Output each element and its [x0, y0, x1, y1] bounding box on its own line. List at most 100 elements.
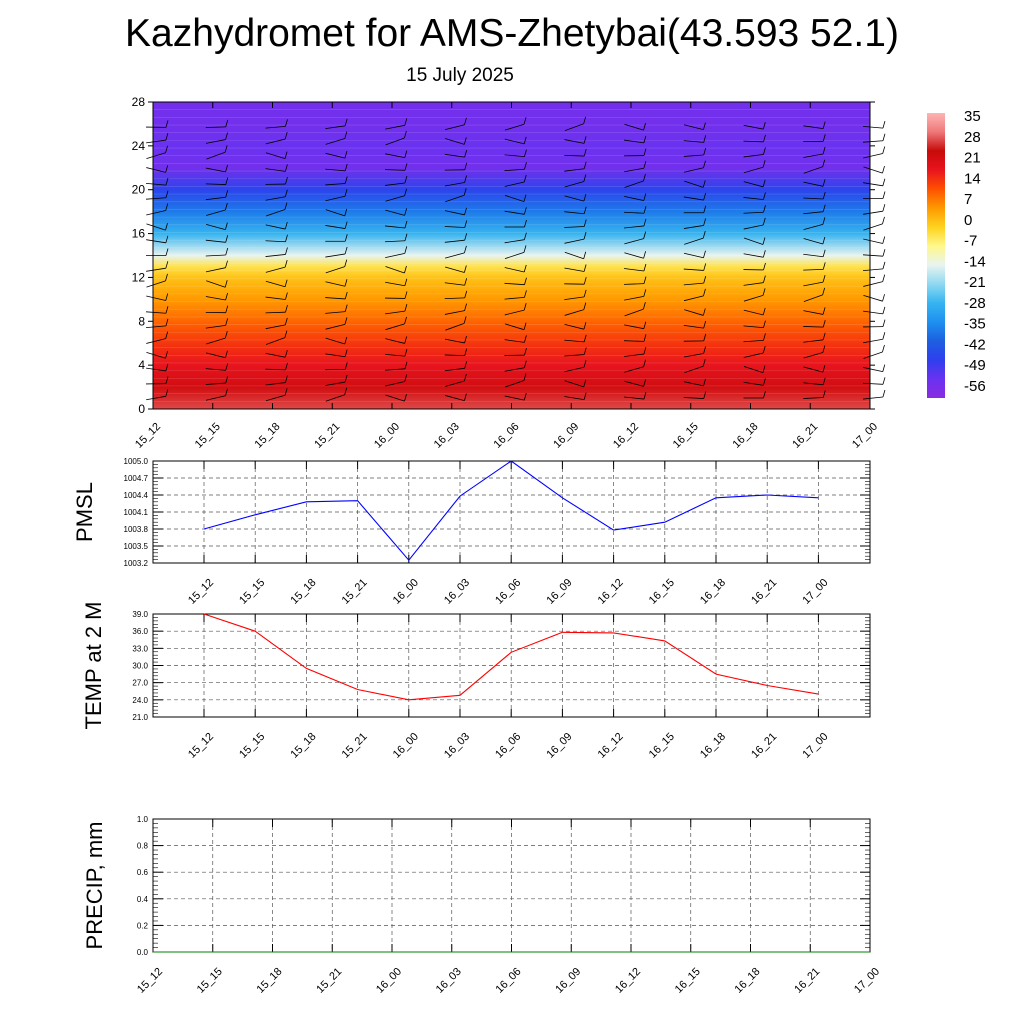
wind-barb-flag [762, 288, 766, 296]
x-tick-label: 16_06 [492, 421, 522, 451]
wind-barb [325, 311, 346, 314]
wind-barb-flag [703, 135, 707, 143]
wind-barb-flag [583, 116, 587, 124]
wind-barb [564, 154, 585, 157]
wind-barb [205, 224, 226, 230]
wind-barb-flag [583, 219, 587, 227]
wind-barb [803, 326, 824, 328]
wind-barb [445, 380, 465, 387]
wind-barb [444, 239, 465, 243]
wind-barb-flag [463, 265, 467, 273]
wind-barb [384, 240, 406, 243]
wind-barb [325, 394, 345, 402]
wind-barb [564, 181, 584, 188]
wind-barb-flag [583, 277, 587, 285]
colorbar-label: -7 [964, 233, 977, 250]
wind-barb-flag [165, 177, 169, 186]
wind-barb [743, 166, 764, 174]
wind-barb-flag [523, 245, 527, 253]
wind-barb-flag [703, 288, 706, 296]
wind-barb [205, 139, 226, 144]
wind-barb [385, 281, 405, 287]
wind-barb [564, 226, 585, 228]
y-tick-label: 8 [138, 314, 145, 328]
wind-barb [146, 367, 166, 372]
wind-barb-flag [285, 375, 288, 383]
wind-barb [863, 367, 883, 372]
wind-barb [444, 124, 465, 131]
x-tick-label: 16_00 [391, 577, 421, 607]
wind-barb [683, 252, 704, 259]
wind-barb [265, 324, 286, 330]
wind-barb-flag [583, 193, 587, 202]
wind-barb [623, 211, 645, 214]
wind-barb-flag [285, 176, 288, 185]
y-tick-label: 39.0 [132, 610, 148, 619]
colorbar-label: -28 [964, 295, 986, 312]
wind-barb [385, 323, 405, 331]
wind-barb-flag [583, 148, 587, 157]
wind-barb [564, 251, 584, 260]
wind-barb-flag [763, 147, 766, 155]
wind-barb-flag [404, 188, 407, 196]
x-tick-label: 16_09 [553, 966, 583, 996]
wind-barb [385, 266, 405, 274]
x-tick-label: 16_12 [613, 966, 643, 996]
wind-barb-flag [344, 208, 348, 216]
y-tick-label: 0.0 [137, 948, 149, 957]
wind-barb [684, 180, 704, 188]
wind-barb [265, 138, 286, 145]
wind-barb [863, 238, 883, 244]
wind-barb [504, 380, 525, 388]
wind-barb-flag [225, 164, 228, 172]
wind-barb-flag [822, 249, 826, 257]
x-tick-label: 16_12 [596, 577, 626, 607]
wind-barb-flag [703, 333, 707, 341]
x-tick-label: 15_18 [288, 731, 318, 761]
wind-barb-flag [643, 276, 647, 284]
wind-barb-flag [165, 376, 169, 384]
wind-barb [863, 310, 883, 315]
wind-barb-flag [822, 365, 826, 373]
wind-barb-flag [165, 235, 169, 243]
x-tick-label: 15_15 [237, 731, 267, 761]
wind-barb-flag [583, 379, 587, 387]
temperature-height-panel: 0 4 8 12 16 20 24 28 15_12 15_15 15_18 15_21 16_00 16… [132, 95, 886, 451]
wind-barb-flag [882, 204, 886, 212]
wind-barb-flag [762, 250, 766, 258]
wind-barb [683, 154, 704, 157]
wind-barb [863, 281, 883, 287]
wind-barb [325, 152, 346, 159]
wind-barb [504, 267, 525, 273]
x-tick-label: 16_03 [442, 577, 472, 607]
wind-barb-flag [165, 293, 169, 301]
wind-barb-flag [285, 234, 288, 242]
wind-barb [863, 294, 883, 302]
wind-barb-flag [583, 302, 587, 310]
wind-barb-flag [165, 248, 169, 256]
wind-barb-flag [404, 349, 408, 357]
wind-barb-flag [165, 203, 169, 211]
x-tick-label: 17_00 [850, 421, 880, 451]
colorbar: 35 28 21 14 7 0 -7 -14 -21 -28 -35 -42 -49 -56 [927, 108, 986, 398]
wind-barb-flag [703, 391, 707, 399]
wind-barb-flag [284, 260, 288, 268]
wind-barb-flag [225, 177, 229, 185]
wind-barb [325, 297, 346, 300]
wind-barb [862, 254, 884, 257]
wind-barb [564, 267, 585, 272]
y-axis-label: TEMP at 2 M [81, 602, 106, 730]
wind-barb-flag [404, 278, 408, 286]
wind-barb-flag [284, 202, 288, 210]
wind-barb [205, 267, 226, 273]
x-tick-label: 16_15 [647, 731, 677, 761]
wind-barb-flag [284, 279, 288, 287]
wind-barb [325, 209, 345, 217]
colorbar-fill [927, 113, 945, 398]
x-tick-label: 16_15 [671, 421, 701, 451]
wind-barb [624, 180, 644, 188]
wind-barb-flag [643, 289, 647, 297]
wind-barb [803, 339, 824, 343]
y-tick-label: 24 [132, 139, 146, 153]
wind-barb [624, 396, 644, 400]
